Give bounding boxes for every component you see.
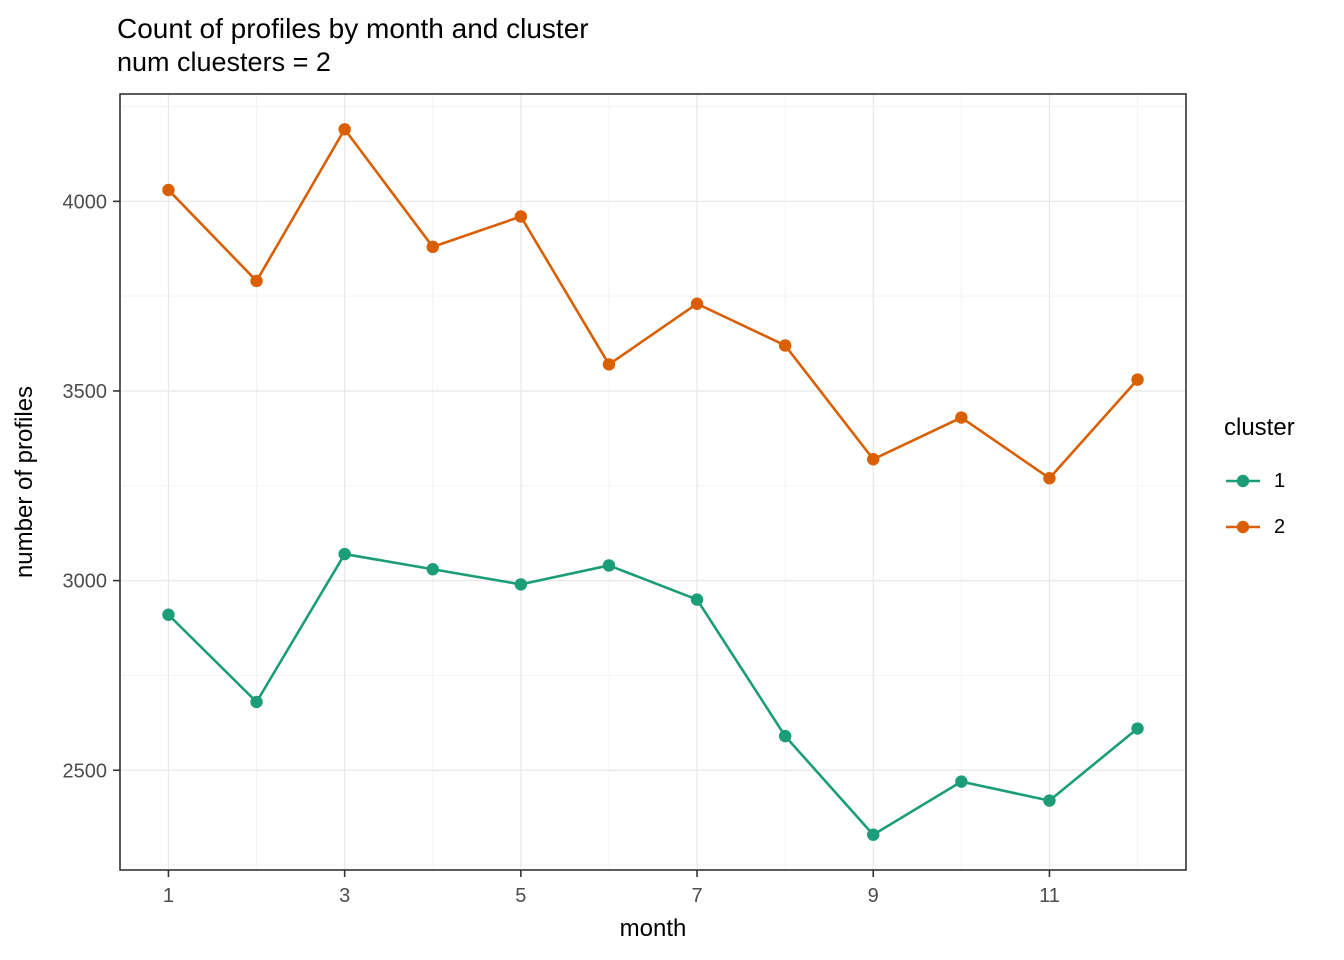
chart-header: Count of profiles by month and cluster n… [117,12,589,79]
data-point-cluster-2 [426,240,439,254]
x-tick-label: 1 [163,885,174,907]
data-point-cluster-1 [338,547,351,561]
y-tick-label: 4000 [63,191,108,213]
data-point-cluster-1 [690,593,704,606]
data-point-cluster-2 [162,183,175,197]
data-point-cluster-2 [1043,472,1056,485]
data-point-cluster-1 [162,608,175,621]
data-point-cluster-1 [867,828,880,841]
data-point-cluster-2 [778,339,792,352]
data-point-cluster-1 [955,775,968,788]
chart-title: Count of profiles by month and cluster [117,13,589,44]
x-tick-label: 11 [1039,885,1060,907]
series-line-cluster-2 [167,127,1139,480]
x-tick-label: 5 [515,885,526,907]
data-point-cluster-1 [250,695,263,709]
y-tick-label: 2500 [63,760,108,782]
data-point-cluster-2 [1131,373,1144,386]
data-point-cluster-2 [514,210,528,223]
legend-key-icon [1226,474,1260,488]
y-tick-label: 3000 [63,571,108,593]
data-point-cluster-2 [690,297,704,310]
series-line-cluster-1 [167,552,1139,837]
data-point-cluster-1 [1043,794,1056,807]
data-point-cluster-2 [250,274,263,288]
panel-border [119,93,1187,871]
legend-item-label: 2 [1274,515,1286,538]
legend-title: cluster [1224,414,1295,441]
data-point-cluster-2 [602,358,616,371]
data-point-cluster-1 [426,563,439,576]
y-tick-label: 3500 [63,381,108,403]
plot-panel [120,94,1186,870]
x-axis-label: month [620,915,687,942]
x-tick-label: 3 [339,885,350,907]
data-point-cluster-1 [602,559,616,572]
legend-item-cluster-2: 2 [1224,504,1295,550]
chart-subtitle: num cluesters = 2 [117,47,331,77]
data-point-cluster-1 [514,578,528,591]
legend-key-icon [1226,520,1260,534]
data-point-cluster-1 [1131,722,1144,735]
x-tick-label: 7 [691,885,702,907]
legend-item-cluster-1: 1 [1224,458,1295,504]
x-tick-label: 9 [868,885,879,907]
data-point-cluster-2 [338,123,351,136]
data-point-cluster-2 [867,453,880,466]
data-point-cluster-1 [778,729,792,743]
y-axis-label: number of profiles [11,386,38,578]
legend-item-label: 1 [1274,469,1286,492]
data-point-cluster-2 [955,411,968,424]
